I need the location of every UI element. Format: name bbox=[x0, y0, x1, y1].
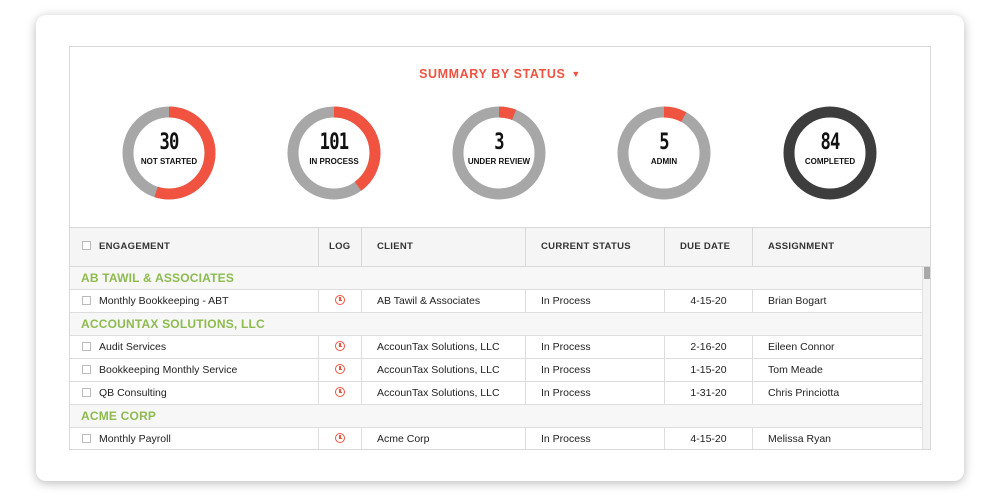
donut-ring bbox=[122, 106, 216, 200]
donut-segment bbox=[452, 106, 546, 200]
donut-ring bbox=[452, 106, 546, 200]
donut-ring bbox=[287, 106, 381, 200]
table-row[interactable]: Bookkeeping Monthly Service AccounTax Sol… bbox=[70, 359, 922, 382]
row-checkbox[interactable] bbox=[82, 296, 91, 305]
clock-icon[interactable] bbox=[335, 295, 345, 305]
engagement-panel: SUMMARY BY STATUS ▼ 30 NOT STARTED 101 IN PR… bbox=[69, 46, 931, 450]
engagement-name[interactable]: QB Consulting bbox=[99, 387, 167, 399]
client-group-header[interactable]: ACME CORP bbox=[70, 405, 922, 428]
table-body: AB TAWIL & ASSOCIATES Monthly Bookkeeping… bbox=[70, 267, 922, 449]
log-cell bbox=[319, 359, 362, 381]
column-current-status[interactable]: CURRENT STATUS bbox=[526, 228, 665, 266]
engagement-cell: Monthly Bookkeeping - ABT bbox=[70, 290, 319, 312]
assignment-cell: Chris Princiotta bbox=[768, 387, 840, 399]
client-cell: AccounTax Solutions, LLC bbox=[362, 382, 526, 404]
status-label: IN PROCESS bbox=[309, 157, 359, 166]
engagement-name[interactable]: Audit Services bbox=[99, 341, 167, 353]
scrollbar-thumb[interactable] bbox=[924, 267, 930, 279]
status-label: NOT STARTED bbox=[140, 157, 198, 166]
log-cell bbox=[319, 336, 362, 358]
column-client[interactable]: CLIENT bbox=[362, 228, 526, 266]
row-checkbox[interactable] bbox=[82, 342, 91, 351]
assignment-cell: Eileen Connor bbox=[768, 341, 835, 353]
status-label: ADMIN bbox=[650, 157, 678, 166]
client-group-header[interactable]: AB TAWIL & ASSOCIATES bbox=[70, 267, 922, 290]
table-row[interactable]: QB Consulting AccounTax Solutions, LLC In … bbox=[70, 382, 922, 405]
row-checkbox[interactable] bbox=[82, 365, 91, 374]
donut-segment bbox=[122, 106, 216, 200]
status-cell: In Process bbox=[526, 428, 665, 449]
row-checkbox[interactable] bbox=[82, 388, 91, 397]
assignment-cell: Melissa Ryan bbox=[768, 433, 832, 445]
client-cell: Acme Corp bbox=[362, 428, 526, 449]
status-count: 3 bbox=[494, 130, 504, 155]
engagement-name[interactable]: Bookkeeping Monthly Service bbox=[99, 364, 238, 376]
column-assignment[interactable]: ASSIGNMENT bbox=[768, 241, 835, 252]
due-date-cell: 4-15-20 bbox=[665, 428, 753, 449]
row-checkbox[interactable] bbox=[82, 434, 91, 443]
engagement-cell: Bookkeeping Monthly Service bbox=[70, 359, 319, 381]
status-count: 5 bbox=[659, 130, 669, 155]
column-engagement-label: ENGAGEMENT bbox=[99, 241, 171, 252]
clock-icon[interactable] bbox=[335, 341, 345, 351]
clock-icon[interactable] bbox=[335, 364, 345, 374]
engagement-table: ENGAGEMENT LOG CLIENT CURRENT STATUS DUE… bbox=[70, 227, 930, 449]
table-header: ENGAGEMENT LOG CLIENT CURRENT STATUS DUE… bbox=[70, 228, 930, 267]
table-row[interactable]: Audit Services AccounTax Solutions, LLC In… bbox=[70, 336, 922, 359]
clock-icon[interactable] bbox=[335, 433, 345, 443]
status-donut-under-review[interactable]: 3 UNDER REVIEW bbox=[451, 105, 547, 201]
status-donut-not-started[interactable]: 30 NOT STARTED bbox=[121, 105, 217, 201]
assignment-cell: Tom Meade bbox=[768, 364, 823, 376]
log-cell bbox=[319, 428, 362, 449]
table-row[interactable]: Monthly Payroll Acme Corp In Process 4-15-2… bbox=[70, 428, 922, 449]
status-donut-completed[interactable]: 84 COMPLETED bbox=[782, 105, 878, 201]
column-due-date[interactable]: DUE DATE bbox=[665, 228, 753, 266]
column-log[interactable]: LOG bbox=[319, 228, 362, 266]
engagement-name[interactable]: Monthly Bookkeeping - ABT bbox=[99, 295, 229, 307]
client-cell: AB Tawil & Associates bbox=[362, 290, 526, 312]
status-cell: In Process bbox=[526, 359, 665, 381]
select-all-checkbox[interactable] bbox=[82, 241, 91, 250]
due-date-cell: 1-31-20 bbox=[665, 382, 753, 404]
client-group-header[interactable]: ACCOUNTAX SOLUTIONS, LLC bbox=[70, 313, 922, 336]
status-label: COMPLETED bbox=[804, 157, 856, 166]
due-date-cell: 1-15-20 bbox=[665, 359, 753, 381]
status-cell: In Process bbox=[526, 290, 665, 312]
status-cell: In Process bbox=[526, 382, 665, 404]
caret-down-icon: ▼ bbox=[571, 69, 581, 79]
table-row[interactable]: Monthly Bookkeeping - ABT AB Tawil & Asso… bbox=[70, 290, 922, 313]
column-engagement[interactable]: ENGAGEMENT bbox=[70, 228, 319, 266]
status-count: 101 bbox=[319, 130, 349, 155]
status-count: 84 bbox=[820, 130, 840, 155]
log-cell bbox=[319, 290, 362, 312]
status-donut-in-process[interactable]: 101 IN PROCESS bbox=[286, 105, 382, 201]
summary-by-status-dropdown[interactable]: SUMMARY BY STATUS ▼ bbox=[70, 67, 930, 81]
clock-icon[interactable] bbox=[335, 387, 345, 397]
engagement-cell: QB Consulting bbox=[70, 382, 319, 404]
donut-track bbox=[783, 106, 877, 200]
client-cell: AccounTax Solutions, LLC bbox=[362, 359, 526, 381]
engagement-name[interactable]: Monthly Payroll bbox=[99, 433, 171, 445]
due-date-cell: 2-16-20 bbox=[665, 336, 753, 358]
donut-ring bbox=[617, 106, 711, 200]
donut-segment bbox=[287, 106, 381, 200]
assignment-cell: Brian Bogart bbox=[768, 295, 827, 307]
due-date-cell: 4-15-20 bbox=[665, 290, 753, 312]
status-label: UNDER REVIEW bbox=[467, 157, 531, 166]
engagement-cell: Audit Services bbox=[70, 336, 319, 358]
donut-segment bbox=[617, 106, 711, 200]
engagement-cell: Monthly Payroll bbox=[70, 428, 319, 449]
status-count: 30 bbox=[159, 130, 179, 155]
log-cell bbox=[319, 382, 362, 404]
status-cell: In Process bbox=[526, 336, 665, 358]
donut-ring bbox=[783, 106, 877, 200]
vertical-scrollbar[interactable] bbox=[922, 267, 930, 449]
summary-title: SUMMARY BY STATUS bbox=[419, 67, 566, 81]
client-cell: AccounTax Solutions, LLC bbox=[362, 336, 526, 358]
status-donut-admin[interactable]: 5 ADMIN bbox=[616, 105, 712, 201]
